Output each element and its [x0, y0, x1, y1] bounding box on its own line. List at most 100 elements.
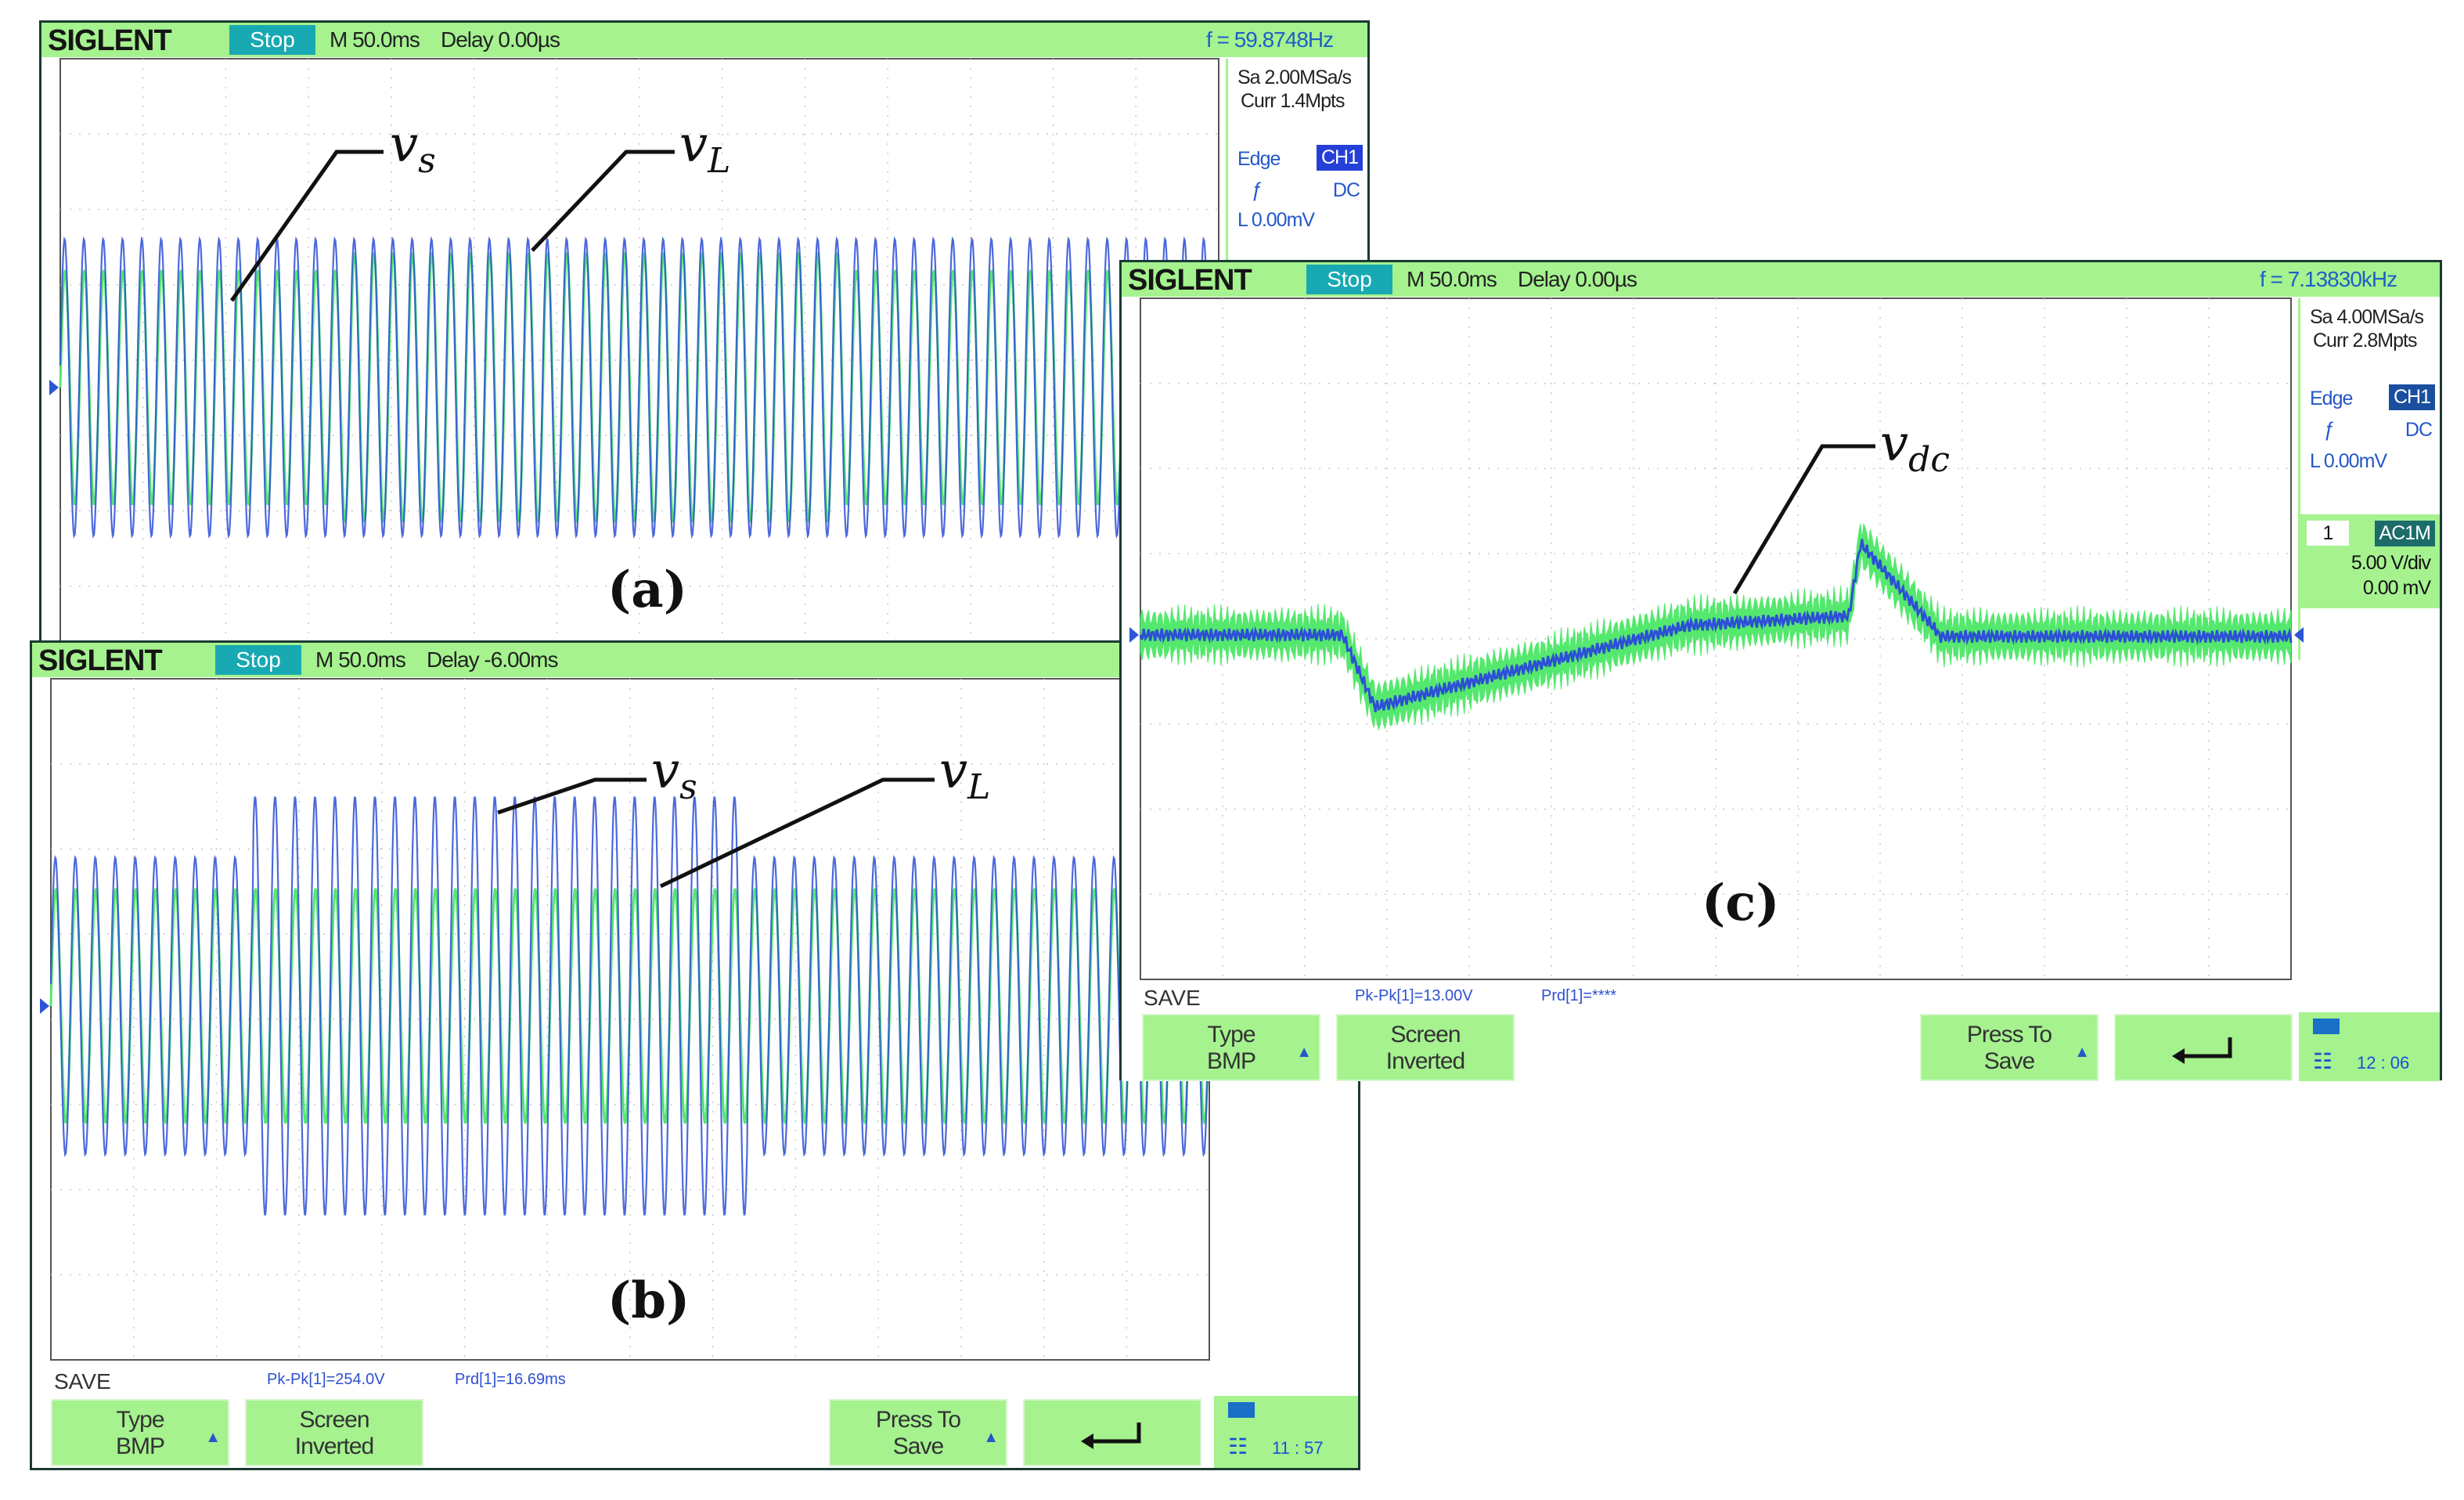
scope-c-trigger-coupling: DC [2405, 419, 2433, 441]
scope-b-waveform-grid [40, 678, 1211, 1361]
scope-c-waveform-grid [1129, 297, 2304, 980]
scope-c-battery-icon [2313, 1019, 2340, 1034]
scope-b-timebase[interactable]: M 50.0ms [315, 647, 406, 672]
scope-c-type-label: Type [1207, 1022, 1255, 1047]
scope-c-rising-edge-icon: ƒ [2324, 417, 2336, 441]
scope-a-memory-depth: Curr 1.4Mpts [1241, 90, 1345, 112]
scope-c-ch1-ground-marker [1129, 627, 1139, 643]
scope-b-run-stop-button[interactable]: Stop [215, 645, 301, 675]
scope-b-caption: (b) [607, 1271, 690, 1330]
scope-c-press-label: Press To [1966, 1022, 2052, 1047]
scope-a-side-panel: Sa 2.00MSa/s Curr 1.4Mpts Edge CH1 ƒ DC … [1226, 59, 1367, 278]
scope-b-vl-label: vL [939, 742, 991, 807]
scope-b-logo: SIGLENT [38, 644, 163, 677]
scope-c-clock: 12 : 06 [2357, 1053, 2410, 1073]
scope-a-trigger-level: L 0.00mV [1237, 209, 1315, 231]
scope-c-caption: (c) [1702, 874, 1780, 932]
scope-c-press-to-save-softkey[interactable]: Press To Save ▲ [1920, 1014, 2098, 1081]
scope-b-type-softkey[interactable]: Type BMP ▲ [51, 1399, 229, 1466]
scope-b-network-icon: ☷ [1228, 1434, 1248, 1459]
scope-a-trigger-source: CH1 [1316, 145, 1363, 171]
scope-a-frequency: f = 59.8748Hz [1206, 27, 1334, 52]
scope-b-screen-softkey[interactable]: Screen Inverted [245, 1399, 423, 1466]
scope-c-type-arrow-icon: ▲ [1296, 1044, 1312, 1061]
scope-b-menu-title: SAVE [54, 1369, 111, 1394]
scope-a-run-stop-button[interactable]: Stop [229, 25, 315, 55]
scope-b-softkey-bar: Type BMP ▲ Screen Inverted Press To Save… [32, 1396, 1358, 1468]
scope-b-vs-label: vs [651, 742, 697, 807]
scope-c-trigger-type: Edge [2310, 388, 2353, 409]
scope-a-vl-label: vL [679, 116, 731, 181]
scope-b-type-label: Type [116, 1407, 164, 1433]
scope-a-trigger-coupling: DC [1332, 179, 1360, 201]
scope-b-measure-period: Prd[1]=16.69ms [455, 1371, 566, 1388]
scope-b-back-icon [1081, 1422, 1141, 1449]
scope-c-side-panel: Sa 4.00MSa/s Curr 2.8Mpts Edge CH1 ƒ DC … [2298, 298, 2440, 660]
scope-b-press-label: Press To [875, 1407, 961, 1433]
scope-c-timebase[interactable]: M 50.0ms [1407, 267, 1497, 291]
scope-a-rising-edge-icon: ƒ [1252, 178, 1263, 201]
scope-a-logo: SIGLENT [48, 24, 172, 57]
scope-c-channel-box[interactable]: 1 AC1M 5.00 V/div 0.00 mV [2300, 514, 2440, 608]
scope-a-caption: (a) [607, 561, 688, 619]
scope-b-type-value: BMP [115, 1433, 165, 1459]
scope-c-run-stop-button[interactable]: Stop [1306, 265, 1392, 294]
scope-a-timebase[interactable]: M 50.0ms [330, 27, 420, 52]
scope-a-sample-rate: Sa 2.00MSa/s [1237, 67, 1352, 88]
scope-a-vs-label: vs [390, 116, 436, 181]
scope-c-measure-period: Prd[1]=**** [1541, 987, 1617, 1004]
scope-c-trigger-level: L 0.00mV [2310, 450, 2387, 472]
scope-b-vs-trace [49, 796, 1211, 1216]
scope-b-press-to-save-softkey[interactable]: Press To Save ▲ [829, 1399, 1007, 1466]
scope-b-status-area: ☷ 11 : 57 [1214, 1396, 1358, 1468]
scope-b-back-softkey[interactable] [1023, 1399, 1201, 1466]
scope-b-clock: 11 : 57 [1272, 1438, 1324, 1458]
scope-c-back-icon [2172, 1037, 2232, 1064]
scope-a-ch1-ground-marker [49, 380, 59, 395]
scope-c-screen-softkey[interactable]: Screen Inverted [1336, 1014, 1515, 1081]
scope-c-back-softkey[interactable] [2114, 1014, 2293, 1081]
scope-b-type-arrow-icon: ▲ [205, 1429, 221, 1446]
scope-c-save-arrow-icon: ▲ [2074, 1044, 2090, 1061]
scope-c-memory-depth: Curr 2.8Mpts [2313, 330, 2417, 352]
scope-b-ch1-ground-marker [40, 998, 49, 1014]
scope-a-trigger-box[interactable]: Edge CH1 ƒ DC L 0.00mV [1228, 137, 1367, 239]
scope-c-trigger-box[interactable]: Edge CH1 ƒ DC L 0.00mV [2300, 377, 2440, 480]
scope-b-delay[interactable]: Delay -6.00ms [427, 647, 559, 672]
scope-b-screen-value: Inverted [294, 1433, 374, 1459]
scope-c-screen-label: Screen [1390, 1022, 1461, 1047]
scope-c-sample-rate: Sa 4.00MSa/s [2310, 306, 2424, 328]
scope-a-vs-trace [59, 236, 1220, 539]
scope-c-menu-title: SAVE [1144, 986, 1201, 1010]
scope-c-acquire-box: Sa 4.00MSa/s Curr 2.8Mpts [2300, 298, 2440, 373]
scope-c-top-bar: SIGLENT Stop M 50.0ms Delay 0.00µs f = 7… [1122, 262, 2440, 297]
scope-c-network-icon: ☷ [2313, 1049, 2333, 1073]
scope-a-acquire-box: Sa 2.00MSa/s Curr 1.4Mpts [1228, 59, 1367, 134]
scope-c-offset: 0.00 mV [2362, 577, 2431, 599]
scope-a-delay[interactable]: Delay 0.00µs [441, 27, 560, 52]
scope-c-channel-number: 1 [2307, 521, 2349, 546]
scope-c-vdc-trace [1139, 539, 2293, 712]
scope-c-softkey-bar: Type BMP ▲ Screen Inverted Press To Save… [1122, 1012, 2440, 1081]
scope-b-screen-label: Screen [299, 1407, 369, 1433]
scope-c-trigger-source: CH1 [2388, 384, 2435, 410]
scope-b-save-arrow-icon: ▲ [983, 1429, 999, 1446]
scope-b-save-label: Save [892, 1433, 944, 1459]
scope-c-screen-value: Inverted [1385, 1048, 1465, 1074]
scope-c-window: SIGLENT Stop M 50.0ms Delay 0.00µs f = 7… [1119, 260, 2442, 1081]
scope-c-type-softkey[interactable]: Type BMP ▲ [1142, 1014, 1320, 1081]
scope-c-save-label: Save [1983, 1048, 2035, 1074]
scope-c-status-area: ☷ 12 : 06 [2299, 1012, 2440, 1081]
scope-b-measure-pkpk: Pk-Pk[1]=254.0V [267, 1371, 385, 1388]
scope-c-logo: SIGLENT [1128, 264, 1252, 297]
scope-c-channel-coupling: AC1M [2374, 521, 2435, 546]
scope-a-top-bar: SIGLENT Stop M 50.0ms Delay 0.00µs f = 5… [41, 23, 1367, 57]
scope-c-delay[interactable]: Delay 0.00µs [1518, 267, 1637, 291]
scope-c-frequency: f = 7.13830kHz [2260, 267, 2397, 291]
scope-c-type-value: BMP [1206, 1048, 1256, 1074]
scope-a-trigger-type: Edge [1237, 148, 1281, 170]
scope-b-battery-icon [1228, 1402, 1255, 1418]
scope-b-window: SIGLENT Stop M 50.0ms Delay -6.00ms SAVE… [30, 640, 1360, 1470]
scope-c-trigger-level-marker [2294, 627, 2304, 643]
scope-c-measure-pkpk: Pk-Pk[1]=13.00V [1355, 987, 1473, 1004]
